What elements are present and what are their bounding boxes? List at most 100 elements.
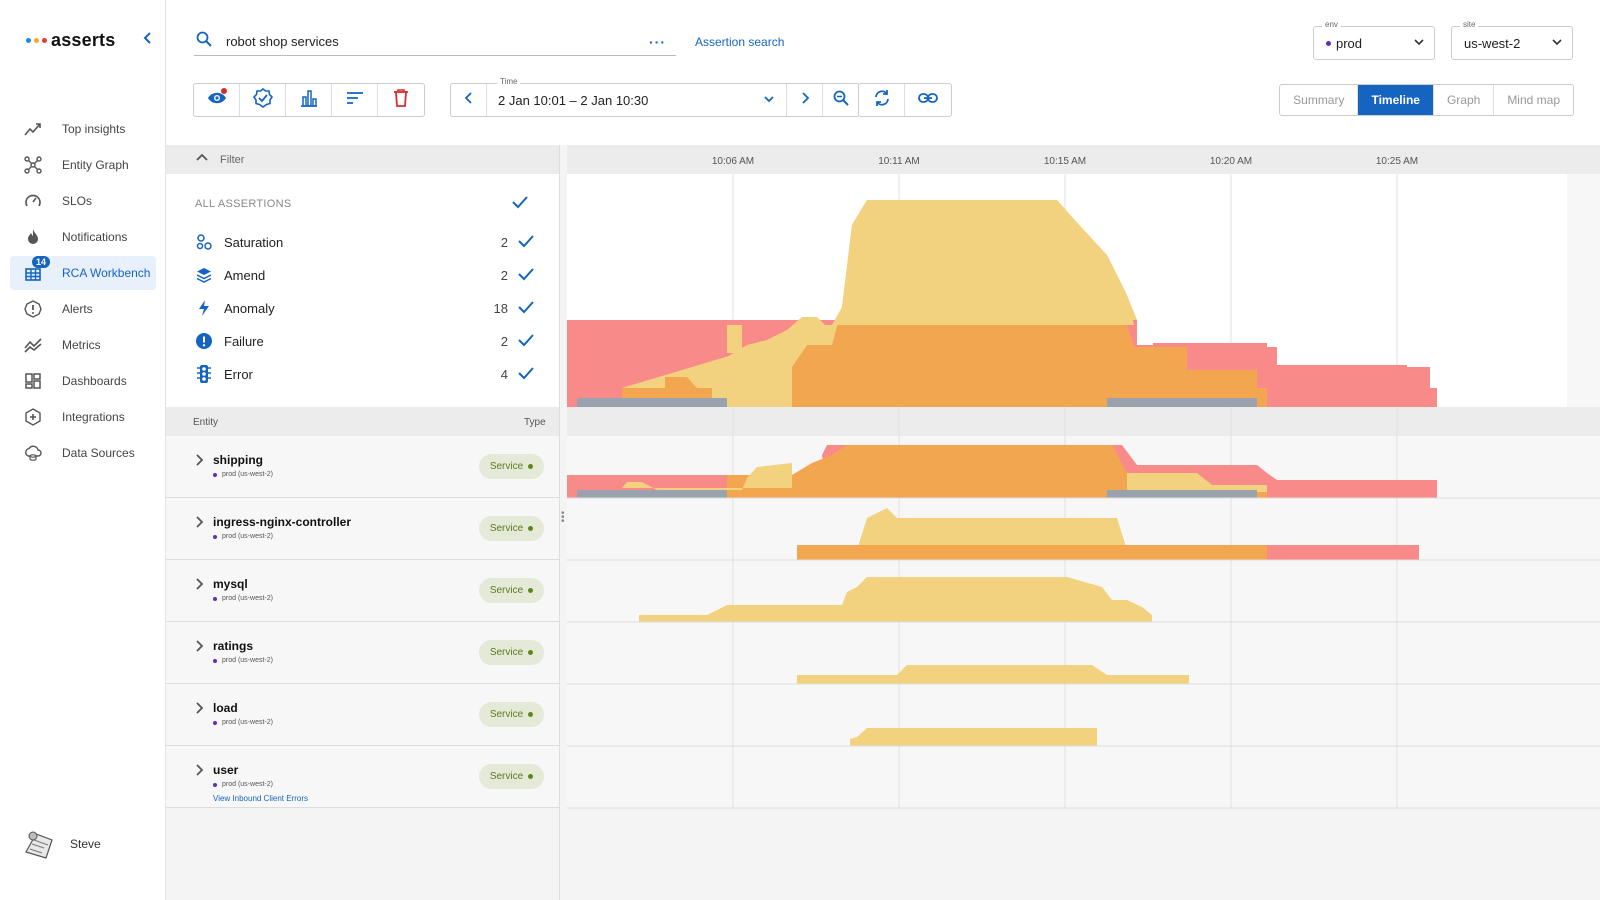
sidebar-item-data-sources[interactable]: Data Sources — [10, 436, 156, 470]
filter-item-failure[interactable]: Failure 2 — [194, 330, 534, 352]
time-prev-button[interactable] — [451, 84, 487, 116]
pane-divider[interactable] — [559, 145, 567, 900]
time-next-button[interactable] — [787, 84, 823, 116]
check-icon[interactable] — [512, 195, 528, 214]
sidebar-item-notifications[interactable]: Notifications — [10, 220, 156, 254]
entity-name[interactable]: ratings — [213, 639, 254, 653]
sort-button[interactable] — [332, 84, 378, 116]
entity-scope-text: prod (us-west-2) — [222, 719, 273, 726]
collapse-sidebar-icon[interactable] — [141, 31, 157, 51]
rca-count-badge: 14 — [32, 256, 51, 268]
watch-button[interactable] — [194, 84, 240, 116]
entity-name[interactable]: user — [213, 763, 239, 777]
entity-name[interactable]: ingress-nginx-controller — [213, 515, 352, 529]
type-column-header[interactable]: Type — [524, 417, 546, 428]
tab-graph[interactable]: Graph — [1434, 85, 1495, 115]
check-icon[interactable] — [518, 234, 534, 251]
entity-row[interactable]: load prod (us-west-2) Service — [166, 684, 559, 746]
amend-bar[interactable] — [1107, 490, 1257, 498]
type-badge-label: Service — [489, 461, 524, 472]
filter-item-anomaly[interactable]: Anomaly 18 — [194, 297, 534, 319]
amend-bar[interactable] — [1107, 398, 1257, 407]
zoom-button[interactable] — [823, 84, 859, 116]
anomaly-area[interactable] — [1127, 473, 1267, 492]
assertion-search-link[interactable]: Assertion search — [695, 35, 785, 49]
resize-handle-icon[interactable]: • • • — [561, 508, 565, 527]
site-select[interactable]: site us-west-2 — [1451, 20, 1573, 60]
amend-bar[interactable] — [577, 490, 727, 498]
sidebar-item-label: Top insights — [62, 122, 126, 136]
entity-row[interactable]: shipping prod (us-west-2) Service — [166, 436, 559, 498]
check-icon[interactable] — [518, 267, 534, 284]
app-logo[interactable]: asserts — [26, 30, 115, 51]
x-tick-label: 10:15 AM — [1044, 156, 1086, 167]
copy-link-button[interactable] — [905, 84, 951, 116]
type-badge-label: Service — [489, 647, 524, 658]
anomaly-area[interactable] — [622, 463, 792, 490]
anomaly-area[interactable] — [639, 577, 1152, 622]
view-inbound-errors-link[interactable]: View Inbound Client Errors — [213, 794, 309, 803]
error-area[interactable] — [1267, 545, 1419, 560]
tab-summary[interactable]: Summary — [1280, 85, 1359, 115]
tab-mind-map[interactable]: Mind map — [1507, 93, 1560, 107]
more-options-icon[interactable]: ··· — [649, 33, 666, 50]
dashboard-icon — [22, 370, 44, 392]
chevron-right-icon[interactable] — [195, 453, 205, 471]
anomaly-area[interactable] — [712, 200, 1137, 407]
filter-item-label: Failure — [224, 333, 264, 349]
sidebar-item-slos[interactable]: SLOs — [10, 184, 156, 218]
user-profile[interactable]: Steve — [22, 826, 101, 862]
verify-button[interactable] — [240, 84, 286, 116]
saturation-area[interactable] — [622, 325, 1267, 407]
check-icon[interactable] — [518, 333, 534, 350]
refresh-icon — [873, 89, 891, 112]
anomaly-area[interactable] — [850, 728, 1097, 746]
chevron-left-icon — [463, 91, 475, 109]
entity-column-header[interactable]: Entity — [193, 417, 219, 428]
sidebar-item-alerts[interactable]: Alerts — [10, 292, 156, 326]
chevron-right-icon[interactable] — [195, 577, 205, 595]
filter-header[interactable]: Filter — [166, 145, 559, 174]
shipping-track — [567, 445, 1437, 498]
delete-button[interactable] — [378, 84, 424, 116]
check-icon[interactable] — [518, 300, 534, 317]
sidebar-item-top-insights[interactable]: Top insights — [10, 112, 156, 146]
chevron-right-icon[interactable] — [195, 763, 205, 781]
timeline-chart[interactable]: 10:06 AM 10:11 AM 10:15 AM 10:20 AM 10:2… — [567, 145, 1600, 900]
check-icon[interactable] — [518, 366, 534, 383]
tab-timeline[interactable]: Timeline — [1358, 85, 1434, 115]
search-input[interactable]: robot shop services — [226, 34, 339, 49]
sidebar-item-integrations[interactable]: Integrations — [10, 400, 156, 434]
anomaly-area[interactable] — [797, 665, 1189, 684]
graph-icon — [22, 154, 44, 176]
entity-row[interactable]: user prod (us-west-2) Service View Inbou… — [166, 746, 559, 808]
chart-view-button[interactable] — [286, 84, 332, 116]
env-select[interactable]: env prod — [1313, 20, 1435, 60]
time-range-select[interactable]: Time 2 Jan 10:01 – 2 Jan 10:30 — [487, 77, 787, 116]
chevron-right-icon[interactable] — [195, 639, 205, 657]
chevron-right-icon[interactable] — [195, 515, 205, 533]
entity-scope: prod (us-west-2) — [213, 595, 273, 602]
filter-item-error[interactable]: Error 4 — [194, 363, 534, 385]
search-bar[interactable]: robot shop services ··· — [194, 28, 676, 56]
entity-row[interactable]: mysql prod (us-west-2) Service — [166, 560, 559, 622]
saturation-area[interactable] — [797, 545, 1267, 560]
entity-row[interactable]: ratings prod (us-west-2) Service — [166, 622, 559, 684]
anomaly-area[interactable] — [712, 317, 832, 388]
sidebar-item-dashboards[interactable]: Dashboards — [10, 364, 156, 398]
sidebar-item-rca-workbench[interactable]: 14 RCA Workbench — [10, 256, 156, 290]
entity-scope: prod (us-west-2) — [213, 719, 273, 726]
entity-name[interactable]: shipping — [213, 453, 263, 467]
filter-item-saturation[interactable]: Saturation 2 — [194, 231, 534, 253]
amend-bar[interactable] — [577, 398, 727, 407]
sidebar-item-metrics[interactable]: Metrics — [10, 328, 156, 362]
filter-item-amend[interactable]: Amend 2 — [194, 264, 534, 286]
sidebar-item-entity-graph[interactable]: Entity Graph — [10, 148, 156, 182]
entity-name[interactable]: load — [213, 701, 238, 715]
sidebar-item-label: Notifications — [62, 230, 128, 244]
entity-name[interactable]: mysql — [213, 577, 248, 591]
entity-row[interactable]: ingress-nginx-controller prod (us-west-2… — [166, 498, 559, 560]
refresh-button[interactable] — [859, 84, 905, 116]
eye-icon — [207, 91, 227, 110]
chevron-right-icon[interactable] — [195, 701, 205, 719]
